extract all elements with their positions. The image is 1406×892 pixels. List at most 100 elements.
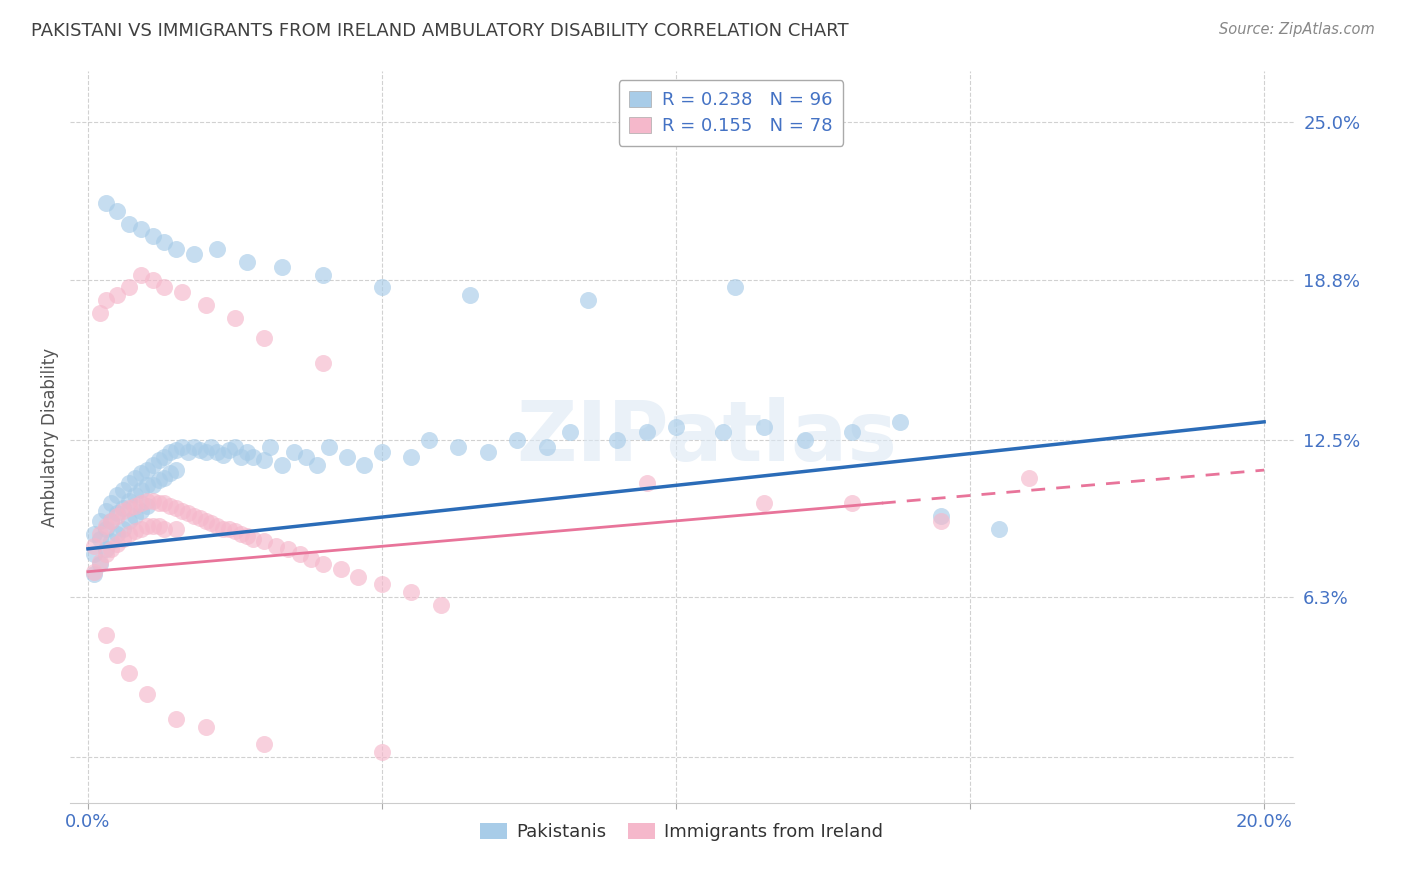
Point — [170, 504, 193, 518]
Point — [242, 532, 264, 546]
Point — [89, 532, 111, 546]
Point — [229, 450, 252, 465]
Point — [754, 420, 776, 434]
Point — [118, 217, 141, 231]
Y-axis label: Ambulatory Disability: Ambulatory Disability — [41, 348, 59, 526]
Point — [636, 425, 658, 439]
Point — [89, 514, 111, 528]
Point — [165, 501, 187, 516]
Point — [506, 433, 529, 447]
Point — [105, 537, 128, 551]
Point — [242, 450, 264, 465]
Point — [105, 648, 128, 663]
Point — [118, 475, 141, 490]
Point — [100, 534, 122, 549]
Point — [112, 532, 135, 546]
Point — [200, 516, 222, 531]
Point — [153, 280, 176, 294]
Point — [430, 598, 453, 612]
Point — [194, 514, 217, 528]
Point — [371, 280, 394, 294]
Point — [124, 488, 146, 502]
Point — [200, 440, 222, 454]
Point — [224, 310, 246, 325]
Point — [207, 445, 229, 459]
Point — [135, 463, 157, 477]
Point — [94, 547, 117, 561]
Point — [312, 356, 335, 370]
Point — [218, 521, 240, 535]
Point — [235, 445, 257, 459]
Text: Source: ZipAtlas.com: Source: ZipAtlas.com — [1219, 22, 1375, 37]
Point — [89, 557, 111, 571]
Text: ZIPatlas: ZIPatlas — [516, 397, 897, 477]
Point — [165, 442, 187, 457]
Point — [165, 242, 187, 256]
Point — [207, 519, 229, 533]
Point — [159, 445, 181, 459]
Point — [329, 562, 352, 576]
Text: PAKISTANI VS IMMIGRANTS FROM IRELAND AMBULATORY DISABILITY CORRELATION CHART: PAKISTANI VS IMMIGRANTS FROM IRELAND AMB… — [31, 22, 849, 40]
Point — [142, 519, 165, 533]
Point — [112, 504, 135, 518]
Point — [124, 471, 146, 485]
Point — [754, 496, 776, 510]
Point — [100, 496, 122, 510]
Point — [194, 298, 217, 312]
Point — [371, 577, 394, 591]
Point — [100, 541, 122, 556]
Point — [94, 504, 117, 518]
Point — [336, 450, 359, 465]
Point — [105, 288, 128, 302]
Point — [159, 466, 181, 480]
Point — [135, 519, 157, 533]
Point — [988, 521, 1011, 535]
Point — [118, 514, 141, 528]
Point — [183, 440, 205, 454]
Point — [118, 526, 141, 541]
Point — [606, 433, 628, 447]
Point — [153, 235, 176, 249]
Point — [212, 521, 235, 535]
Point — [100, 514, 122, 528]
Point — [83, 526, 105, 541]
Point — [153, 471, 176, 485]
Point — [153, 521, 176, 535]
Point — [83, 565, 105, 579]
Point — [288, 547, 311, 561]
Point — [105, 488, 128, 502]
Point — [229, 526, 252, 541]
Point — [224, 440, 246, 454]
Point — [112, 501, 135, 516]
Point — [418, 433, 440, 447]
Point — [235, 529, 257, 543]
Point — [83, 567, 105, 582]
Point — [299, 552, 322, 566]
Point — [142, 493, 165, 508]
Point — [353, 458, 375, 472]
Point — [259, 440, 281, 454]
Point — [724, 280, 747, 294]
Point — [458, 288, 481, 302]
Point — [148, 453, 170, 467]
Point — [118, 280, 141, 294]
Point — [129, 496, 152, 510]
Point — [170, 285, 193, 300]
Point — [94, 293, 117, 307]
Point — [83, 547, 105, 561]
Point — [118, 493, 141, 508]
Point — [124, 499, 146, 513]
Point — [105, 526, 128, 541]
Point — [153, 496, 176, 510]
Point — [271, 260, 294, 274]
Point — [253, 534, 276, 549]
Point — [129, 483, 152, 498]
Point — [929, 514, 952, 528]
Point — [841, 425, 863, 439]
Point — [177, 445, 200, 459]
Point — [89, 526, 111, 541]
Point — [307, 458, 329, 472]
Point — [283, 445, 305, 459]
Point — [194, 445, 217, 459]
Point — [142, 478, 165, 492]
